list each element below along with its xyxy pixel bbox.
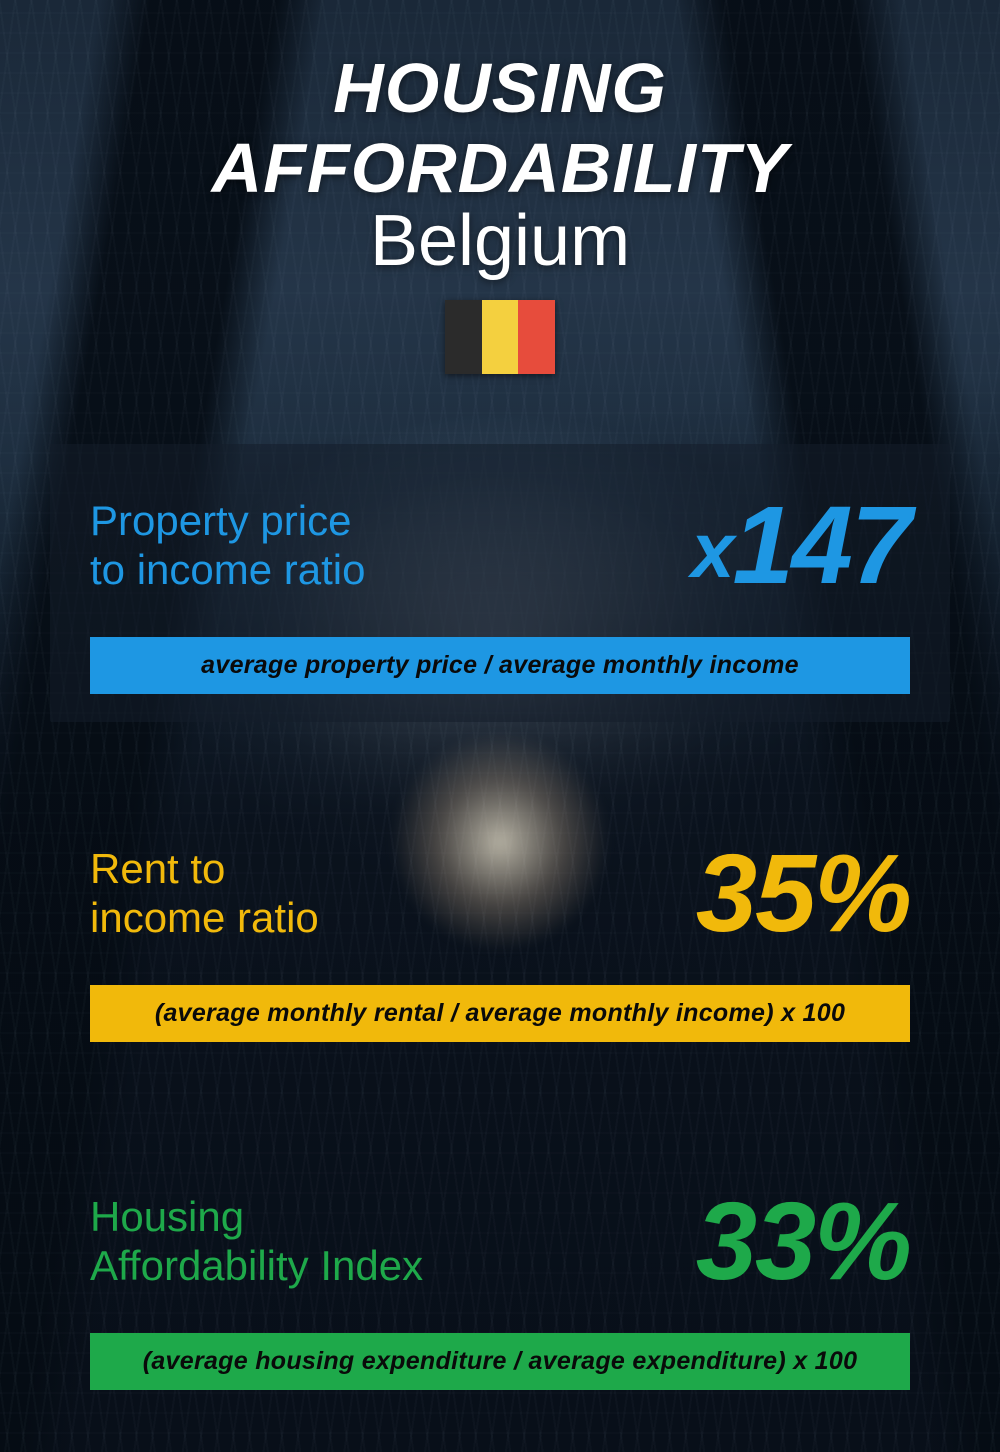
metric-row: Property price to income ratio x147 xyxy=(90,482,910,609)
metric-card-affordability-index: Housing Affordability Index 33% (average… xyxy=(50,1140,950,1418)
formula-text: average property price / average monthly… xyxy=(201,651,799,679)
metric-card-property-price: Property price to income ratio x147 aver… xyxy=(50,444,950,722)
metric-value-property-price: x147 xyxy=(691,482,910,609)
metric-value-prefix: x xyxy=(691,506,732,594)
metric-card-rent: Rent to income ratio 35% (average monthl… xyxy=(50,792,950,1070)
flag-stripe-black xyxy=(445,300,482,374)
flag-belgium xyxy=(445,300,555,374)
formula-text: (average housing expenditure / average e… xyxy=(143,1347,858,1375)
formula-bar-affordability-index: (average housing expenditure / average e… xyxy=(90,1333,910,1390)
formula-text: (average monthly rental / average monthl… xyxy=(155,999,845,1027)
formula-bar-rent: (average monthly rental / average monthl… xyxy=(90,985,910,1042)
metric-label-text: Housing Affordability Index xyxy=(90,1193,423,1288)
metric-row: Rent to income ratio 35% xyxy=(90,830,910,957)
metric-label-affordability-index: Housing Affordability Index xyxy=(90,1193,423,1290)
metric-value-number: 33% xyxy=(696,1180,910,1303)
formula-bar-property-price: average property price / average monthly… xyxy=(90,637,910,694)
flag-stripe-red xyxy=(518,300,555,374)
metric-row: Housing Affordability Index 33% xyxy=(90,1178,910,1305)
metric-label-property-price: Property price to income ratio xyxy=(90,497,365,594)
metric-label-text: Property price to income ratio xyxy=(90,497,365,592)
metric-value-number: 147 xyxy=(732,484,910,607)
metric-value-affordability-index: 33% xyxy=(696,1178,910,1305)
title-country: Belgium xyxy=(50,200,950,282)
metric-value-rent: 35% xyxy=(696,830,910,957)
metric-label-rent: Rent to income ratio xyxy=(90,845,319,942)
flag-stripe-yellow xyxy=(482,300,519,374)
content-container: HOUSING AFFORDABILITY Belgium Property p… xyxy=(0,0,1000,1452)
title-main: HOUSING AFFORDABILITY xyxy=(50,48,950,208)
metric-value-number: 35% xyxy=(696,832,910,955)
metric-label-text: Rent to income ratio xyxy=(90,845,319,940)
